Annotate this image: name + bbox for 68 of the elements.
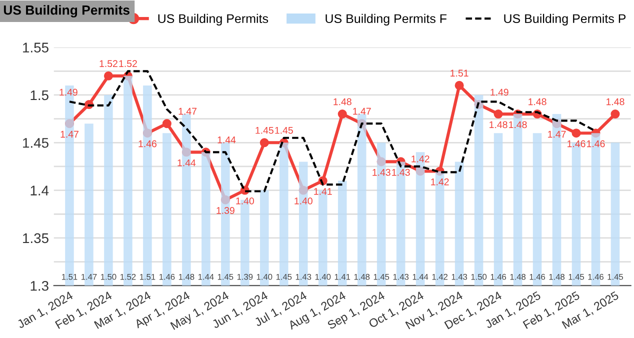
data-label: 1.45 (275, 126, 293, 134)
data-label: 1.42 (412, 155, 430, 162)
legend-label: US Building Permits F (326, 14, 447, 26)
data-label: 1.48 (510, 274, 526, 280)
data-label: 1.40 (315, 274, 331, 280)
chart-title: US Building Permits (4, 5, 130, 18)
data-label: 1.51 (450, 70, 468, 77)
data-label: 1.43 (372, 168, 390, 176)
data-label: 1.49 (60, 88, 78, 96)
data-label: 1.46 (588, 274, 604, 280)
data-label: 1.43 (296, 274, 312, 280)
data-label: 1.51 (62, 274, 78, 280)
data-label: 1.52 (119, 60, 137, 68)
data-label: 1.46 (138, 140, 156, 148)
data-label: 1.47 (82, 274, 97, 280)
data-label: 1.48 (509, 121, 527, 128)
data-label: 1.44 (178, 159, 196, 166)
y-tick-label: 1.35 (23, 233, 48, 244)
data-label: 1.48 (354, 274, 370, 280)
data-label: 1.39 (237, 274, 253, 280)
data-label: 1.42 (431, 178, 449, 186)
data-label: 1.51 (140, 274, 156, 280)
data-label: 1.39 (216, 207, 234, 214)
y-tick-label: 1.3 (30, 280, 48, 291)
data-label: 1.43 (392, 168, 410, 176)
data-label: 1.47 (548, 130, 566, 138)
data-label: 1.49 (490, 88, 508, 96)
data-label: 1.52 (100, 60, 118, 68)
data-label: 1.44 (198, 274, 214, 280)
data-label: 1.41 (334, 274, 350, 280)
data-label: 1.40 (294, 197, 312, 204)
data-label: 1.45 (568, 274, 584, 280)
data-label: 1.45 (218, 274, 234, 280)
y-tick-label: 1.5 (30, 90, 48, 100)
data-label: 1.45 (276, 274, 292, 280)
data-label: 1.47 (178, 108, 196, 115)
data-label: 1.44 (218, 136, 236, 144)
legend-label: US Building Permits (158, 14, 268, 26)
data-label: 1.47 (60, 130, 78, 138)
data-label: 1.50 (471, 274, 487, 280)
data-label: 1.48 (528, 98, 546, 106)
data-label: 1.45 (608, 274, 623, 280)
data-label: 1.46 (587, 140, 605, 148)
data-label: 1.43 (452, 274, 468, 280)
data-label: 1.44 (412, 274, 428, 280)
legend-label: US Building Permits P (504, 14, 626, 26)
data-label: 1.45 (374, 274, 390, 280)
data-label: 1.41 (314, 188, 332, 195)
y-tick-label: 1.4 (30, 186, 49, 196)
data-label: 1.50 (100, 274, 116, 280)
data-label: 1.48 (606, 98, 624, 106)
data-label: 1.40 (256, 274, 272, 280)
y-tick-label: 1.55 (23, 42, 48, 52)
data-label: 1.43 (393, 274, 409, 280)
data-label: 1.46 (159, 274, 175, 280)
data-label: 1.42 (432, 274, 448, 280)
data-label: 1.48 (490, 121, 508, 128)
data-label: 1.48 (549, 274, 565, 280)
data-label: 1.48 (178, 274, 194, 280)
data-label: 1.40 (236, 197, 254, 204)
data-label: 1.45 (256, 126, 274, 134)
y-tick-label: 1.45 (23, 138, 48, 148)
data-label: 1.46 (530, 274, 546, 280)
data-label: 1.52 (120, 274, 136, 280)
data-label: 1.46 (568, 140, 586, 148)
data-label: 1.48 (334, 98, 352, 106)
data-label: 1.46 (490, 274, 506, 280)
data-label: 1.47 (353, 108, 371, 115)
